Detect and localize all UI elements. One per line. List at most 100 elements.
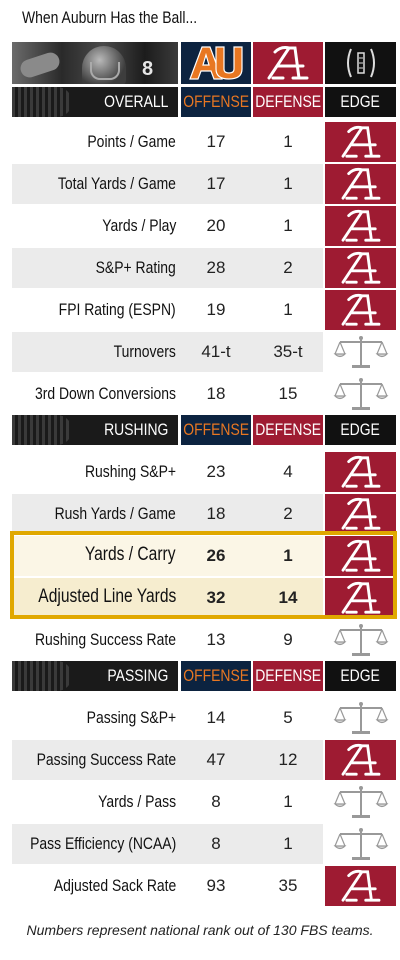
defense-rank: 1 [283,792,293,811]
stat-label: 3rd Down Conversions [34,384,176,403]
alabama-edge-icon [325,494,396,534]
cfp-trophy-logo-icon [325,42,396,84]
defense-rank: 15 [278,384,298,403]
defense-rank: 9 [283,630,293,649]
defense-rank: 2 [283,504,293,523]
alabama-edge-icon [325,164,396,204]
stat-label: Passing Success Rate [36,750,176,769]
stat-label: Rushing S&P+ [84,462,176,481]
section-title: PASSING [107,666,168,685]
stat-label: Yards / Play [101,216,176,235]
section-header-passing: PASSING OFFENSE DEFENSE EDGE [12,661,396,691]
stat-label: Rush Yards / Game [54,504,176,523]
defense-rank: 1 [283,216,293,235]
edge-header: EDGE [325,87,396,117]
table-row: 3rd Down Conversions 18 15 [12,374,396,414]
alabama-edge-icon [325,536,396,576]
offense-rank: 93 [206,876,226,895]
section-title: RUSHING [103,420,168,439]
table-row: Adjusted Line Yards 32 14 [12,578,396,618]
table-row: Rushing S&P+ 23 4 [12,452,396,492]
offense-rank: 23 [206,462,226,481]
table-row: Points / Game 17 1 [12,122,396,162]
alabama-edge-icon [325,578,396,618]
alabama-edge-icon [325,122,396,162]
offense-rank: 41-t [201,342,231,361]
defense-rank: 1 [283,174,293,193]
offense-rank: 26 [206,546,226,565]
defense-header: DEFENSE [253,415,323,445]
page-title: When Auburn Has the Ball... [22,8,198,27]
edge-header: EDGE [325,661,396,691]
table-row: FPI Rating (ESPN) 19 1 [12,290,396,330]
table-row: Passing Success Rate 47 12 [12,740,396,780]
defense-rank: 2 [283,258,293,277]
defense-rank: 14 [278,588,298,607]
stat-label: Rushing Success Rate [34,630,176,649]
alabama-edge-icon [325,248,396,288]
edge-header: EDGE [325,415,396,445]
stat-label: Adjusted Line Yards [37,586,176,607]
defense-rank: 12 [278,750,298,769]
offense-header: OFFENSE [181,87,251,117]
table-row: Rushing Success Rate 13 9 [12,620,396,660]
defense-rank: 1 [283,834,293,853]
offense-rank: 20 [206,216,226,235]
section-label: OVERALL [12,87,178,117]
offense-rank: 18 [206,504,226,523]
stat-label: S&P+ Rating [95,258,176,277]
even-scales-icon [325,620,396,660]
section-title: OVERALL [103,92,168,111]
offense-rank: 28 [206,258,226,277]
defense-header: DEFENSE [253,661,323,691]
defense-rank: 35-t [273,342,303,361]
even-scales-icon [325,332,396,372]
table-row: Total Yards / Game 17 1 [12,164,396,204]
offense-rank: 8 [211,792,221,811]
offense-header: OFFENSE [181,661,251,691]
offense-rank: 17 [206,174,226,193]
defense-rank: 1 [283,546,293,565]
auburn-au-logo-icon [181,42,251,84]
alabama-edge-icon [325,290,396,330]
jersey-number: 8 [142,58,154,80]
defense-header: DEFENSE [253,87,323,117]
even-scales-icon [325,782,396,822]
table-row: S&P+ Rating 28 2 [12,248,396,288]
footnote: Numbers represent national rank out of 1… [26,922,374,938]
offense-rank: 18 [206,384,226,403]
table-row: Pass Efficiency (NCAA) 8 1 [12,824,396,864]
table-row: Yards / Carry 26 1 [12,536,396,576]
table-row: Turnovers 41-t 35-t [12,332,396,372]
offense-rank: 8 [211,834,221,853]
logo-header-row: 8 [12,42,396,84]
stat-label: Turnovers [113,342,176,361]
offense-header: OFFENSE [181,415,251,445]
offense-rank: 47 [206,750,226,769]
alabama-edge-icon [325,740,396,780]
offense-rank: 14 [206,708,226,727]
stat-label: Yards / Pass [97,792,176,811]
offense-rank: 32 [206,588,226,607]
stat-label: Passing S&P+ [86,708,176,727]
offense-rank: 13 [206,630,226,649]
offense-rank: 19 [206,300,226,319]
table-row: Yards / Pass 8 1 [12,782,396,822]
table-row: Rush Yards / Game 18 2 [12,494,396,534]
section-label: RUSHING [12,415,178,445]
table-row: Passing S&P+ 14 5 [12,698,396,738]
even-scales-icon [325,374,396,414]
stat-label: FPI Rating (ESPN) [59,300,176,319]
table-row: Adjusted Sack Rate 93 35 [12,866,396,906]
defense-rank: 1 [283,300,293,319]
defense-rank: 4 [283,462,293,481]
offense-rank: 17 [206,132,226,151]
stat-label: Pass Efficiency (NCAA) [29,834,176,853]
stat-label: Adjusted Sack Rate [53,876,176,895]
stat-label: Yards / Carry [85,544,176,565]
player-photo: 8 [12,42,178,84]
alabama-edge-icon [325,866,396,906]
table-row: Yards / Play 20 1 [12,206,396,246]
alabama-edge-icon [325,206,396,246]
defense-rank: 1 [283,132,293,151]
